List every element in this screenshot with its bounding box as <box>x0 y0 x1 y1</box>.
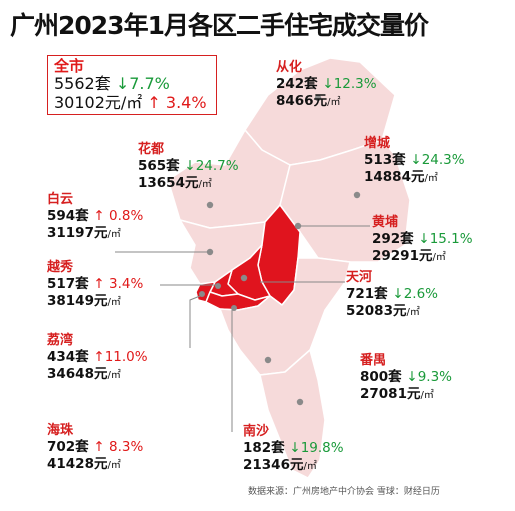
citywide-price: 30102元/㎡ <box>54 93 143 112</box>
marker-huangpu <box>294 222 302 230</box>
label-conghua: 从化 242套 ↓12.3% 8466元/㎡ <box>276 60 377 111</box>
leader-liwan <box>189 295 201 348</box>
district-price-unit: /㎡ <box>107 297 121 308</box>
label-liwan: 荔湾 434套 ↑11.0% 34648元/㎡ <box>47 333 148 384</box>
district-price: 14884元 <box>364 169 425 185</box>
district-name: 增城 <box>364 136 391 151</box>
marker-liwan <box>199 291 205 297</box>
citywide-units-row: 5562套 ↓7.7% <box>54 74 210 93</box>
district-price: 21346元 <box>243 457 304 473</box>
district-units-change: ↓12.3% <box>322 76 377 92</box>
district-units: 517套 <box>47 276 89 292</box>
label-panyu: 番禺 800套 ↓9.3% 27081元/㎡ <box>360 353 452 404</box>
district-price-unit: /㎡ <box>303 461 317 472</box>
district-units: 594套 <box>47 208 89 224</box>
label-yuexiu: 越秀 517套 ↑ 3.4% 38149元/㎡ <box>47 260 143 311</box>
citywide-summary: 全市 5562套 ↓7.7% 30102元/㎡ ↑ 3.4% <box>47 55 217 115</box>
district-units: 721套 <box>346 286 388 302</box>
label-zengcheng: 增城 513套 ↓24.3% 14884元/㎡ <box>364 136 465 187</box>
district-units: 292套 <box>372 231 414 247</box>
district-price: 38149元 <box>47 293 108 309</box>
citywide-label: 全市 <box>54 57 85 75</box>
district-price: 8466元 <box>276 93 328 109</box>
citywide-units: 5562套 <box>54 74 111 93</box>
citywide-price-row: 30102元/㎡ ↑ 3.4% <box>54 93 210 112</box>
district-price: 27081元 <box>360 386 421 402</box>
marker-conghua <box>314 94 322 102</box>
district-name: 海珠 <box>47 423 74 438</box>
district-name: 天河 <box>346 270 373 285</box>
district-units: 434套 <box>47 349 89 365</box>
district-name: 番禺 <box>360 353 387 368</box>
district-price: 31197元 <box>47 225 108 241</box>
district-name: 南沙 <box>243 424 270 439</box>
data-source-note: 数据来源：广州房地产中介协会 雪球：财经日历 <box>248 487 440 497</box>
district-name: 荔湾 <box>47 333 74 348</box>
district-units-change: ↑ 8.3% <box>93 439 144 455</box>
label-huadu: 花都 565套 ↓24.7% 13654元/㎡ <box>138 142 239 193</box>
region-nansha <box>259 349 326 479</box>
district-units-change: ↓9.3% <box>406 369 452 385</box>
district-units: 513套 <box>364 152 406 168</box>
marker-zengcheng <box>353 191 361 199</box>
district-name: 花都 <box>138 142 165 157</box>
marker-yuexiu <box>215 283 221 289</box>
district-price-unit: /㎡ <box>327 97 341 108</box>
district-units: 242套 <box>276 76 318 92</box>
district-units-change: ↓19.8% <box>289 440 344 456</box>
citywide-price-change: ↑ 3.4% <box>147 93 207 112</box>
district-price-unit: /㎡ <box>424 173 438 184</box>
district-name: 黄埔 <box>372 215 399 230</box>
district-price: 13654元 <box>138 175 199 191</box>
page-title: 广州2023年1月各区二手住宅成交量价 <box>10 11 429 40</box>
label-tianhe: 天河 721套 ↓2.6% 52083元/㎡ <box>346 270 438 321</box>
district-price-unit: /㎡ <box>432 252 446 263</box>
district-units: 800套 <box>360 369 402 385</box>
district-units: 565套 <box>138 158 180 174</box>
district-units-change: ↑ 0.8% <box>93 208 144 224</box>
district-name: 从化 <box>276 60 303 75</box>
district-price-unit: /㎡ <box>406 307 420 318</box>
marker-tianhe <box>240 274 248 282</box>
label-baiyun: 白云 594套 ↑ 0.8% 31197元/㎡ <box>47 192 143 243</box>
district-units-change: ↑ 3.4% <box>93 276 144 292</box>
district-name: 白云 <box>47 192 74 207</box>
district-price: 41428元 <box>47 456 108 472</box>
label-nansha: 南沙 182套 ↓19.8% 21346元/㎡ <box>243 424 344 475</box>
district-units-change: ↓15.1% <box>418 231 473 247</box>
label-huangpu: 黄埔 292套 ↓15.1% 29291元/㎡ <box>372 215 473 266</box>
district-units: 182套 <box>243 440 285 456</box>
marker-panyu <box>264 356 272 364</box>
marker-huadu <box>206 201 214 209</box>
label-haizhu: 海珠 702套 ↑ 8.3% 41428元/㎡ <box>47 423 143 474</box>
region-panyu <box>219 257 351 376</box>
district-price: 34648元 <box>47 366 108 382</box>
district-price-unit: /㎡ <box>107 460 121 471</box>
district-units: 702套 <box>47 439 89 455</box>
district-price: 29291元 <box>372 248 433 264</box>
district-name: 越秀 <box>47 260 74 275</box>
marker-haizhu <box>231 305 237 311</box>
citywide-units-change: ↓7.7% <box>115 74 170 93</box>
district-units-change: ↓24.3% <box>410 152 465 168</box>
marker-nansha <box>296 398 304 406</box>
district-units-change: ↑11.0% <box>93 349 148 365</box>
district-price-unit: /㎡ <box>198 179 212 190</box>
district-units-change: ↓24.7% <box>184 158 239 174</box>
district-price-unit: /㎡ <box>420 390 434 401</box>
district-price: 52083元 <box>346 303 407 319</box>
marker-baiyun <box>206 248 214 256</box>
district-units-change: ↓2.6% <box>392 286 438 302</box>
district-price-unit: /㎡ <box>107 229 121 240</box>
district-price-unit: /㎡ <box>107 370 121 381</box>
